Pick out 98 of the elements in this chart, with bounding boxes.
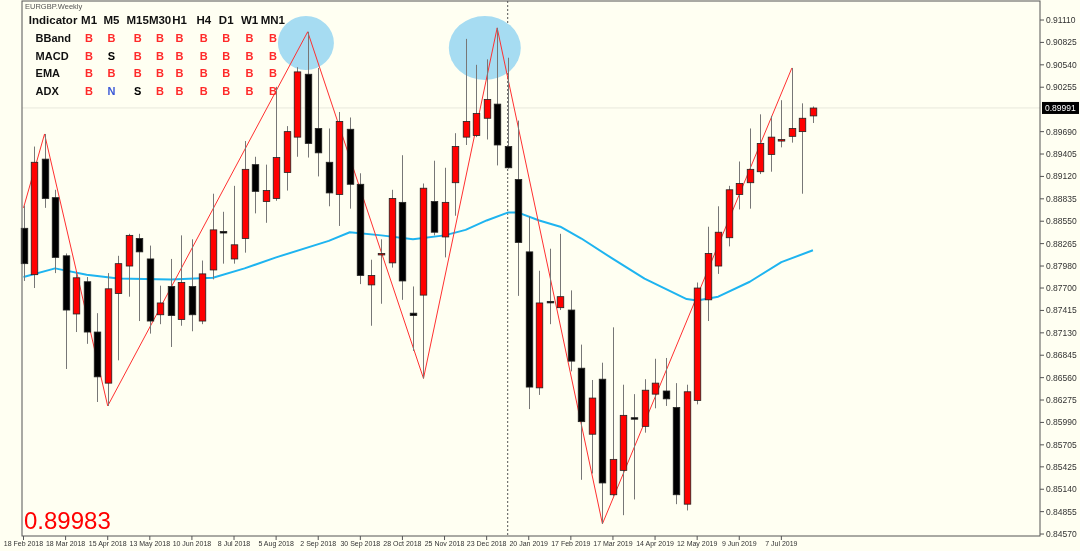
y-tick-label: 0.88550 — [1046, 216, 1077, 227]
annotation: B — [133, 49, 142, 62]
candlestick — [546, 248, 555, 325]
annotation: 0.89983 — [24, 507, 111, 534]
y-tick-label: 0.87130 — [1046, 327, 1077, 338]
annotation: M30 — [148, 14, 172, 27]
y-tick-label: 0.89690 — [1046, 126, 1077, 137]
annotation: H1 — [172, 14, 188, 27]
y-tick-label: 0.84855 — [1046, 506, 1077, 517]
y-tick-label: 0.88265 — [1046, 238, 1077, 249]
candlestick — [777, 99, 786, 148]
candlestick — [746, 127, 755, 210]
y-tick-label: 0.90540 — [1046, 59, 1077, 70]
candlestick — [156, 285, 165, 325]
annotation: S — [107, 49, 116, 62]
candlestick — [409, 285, 418, 352]
y-tick-label: 0.91110 — [1046, 15, 1076, 25]
line-series — [22, 211, 814, 302]
y-tick-label: 0.85705 — [1046, 439, 1077, 450]
y-tick-label: 0.86845 — [1046, 350, 1077, 361]
annotation: B — [175, 49, 184, 62]
candlestick — [462, 38, 471, 146]
annotation: B — [199, 84, 208, 97]
candlestick — [630, 393, 639, 500]
annotation: B — [199, 31, 208, 44]
annotation: ADX — [35, 84, 60, 97]
annotation: M5 — [103, 14, 121, 27]
annotation: B — [175, 66, 184, 79]
annotation: Indicator — [28, 14, 78, 27]
annotation: B — [107, 66, 116, 79]
y-tick-label: 0.90255 — [1046, 82, 1077, 93]
candlestick — [377, 238, 386, 305]
annotation: B — [156, 84, 165, 97]
annotation: B — [222, 31, 231, 44]
annotation: B — [245, 84, 254, 97]
annotation: M15 — [126, 14, 150, 27]
y-tick-label: 0.88835 — [1046, 193, 1077, 204]
y-tick-label: 0.87980 — [1046, 261, 1077, 271]
annotation: B — [222, 49, 231, 62]
candlestick — [135, 233, 144, 322]
annotation: B — [85, 84, 94, 97]
annotation: W1 — [240, 14, 259, 27]
annotation: B — [222, 84, 231, 97]
candlestick — [367, 259, 376, 327]
annotation: MACD — [35, 49, 69, 62]
annotation: B — [245, 66, 254, 79]
candlestick — [230, 185, 239, 265]
y-tick-label: 0.86560 — [1046, 372, 1077, 383]
candlestick — [483, 58, 492, 140]
annotation: B — [133, 31, 142, 44]
annotation: B — [245, 49, 254, 62]
annotation: B — [85, 31, 94, 44]
annotation: B — [222, 66, 231, 79]
annotation: B — [268, 31, 277, 44]
annotation: B — [199, 49, 208, 62]
annotation: M1 — [81, 14, 98, 27]
annotation: MN1 — [260, 14, 286, 27]
candlestick — [735, 160, 744, 210]
annotation: B — [245, 31, 254, 44]
annotation: N — [107, 84, 116, 97]
y-tick-label: 0.85425 — [1046, 461, 1077, 472]
candlestick — [219, 211, 228, 265]
ref-line-label: 0.89991 — [1045, 102, 1076, 113]
annotation: H4 — [196, 14, 212, 27]
candlestick — [556, 233, 565, 311]
candlestick — [662, 357, 671, 407]
annotation: B — [85, 66, 94, 79]
y-tick-label: 0.86275 — [1046, 395, 1077, 405]
y-tick-label: 0.90825 — [1046, 37, 1077, 48]
y-tick-label: 0.85140 — [1046, 484, 1077, 495]
annotation: B — [175, 84, 184, 97]
candlestick — [472, 64, 481, 138]
annotation: B — [199, 66, 208, 79]
annotation: B — [268, 66, 277, 79]
y-tick-label: 0.85990 — [1046, 417, 1077, 428]
annotation: BBand — [35, 31, 72, 44]
annotation: B — [156, 31, 165, 44]
annotation: EMA — [35, 66, 61, 79]
candlestick — [767, 115, 776, 173]
candlestick — [788, 67, 797, 144]
y-tick-label: 0.89405 — [1046, 149, 1077, 159]
candlestick — [798, 102, 807, 195]
candlestick — [262, 164, 271, 224]
annotation: B — [268, 49, 277, 62]
annotation: B — [107, 31, 116, 44]
y-tick-label: 0.84570 — [1046, 529, 1077, 540]
annotation: B — [156, 66, 165, 79]
y-tick-label: 0.87415 — [1046, 305, 1077, 316]
annotation: S — [134, 84, 142, 97]
annotation: B — [156, 49, 165, 62]
annotation: B — [133, 66, 142, 79]
annotation: D1 — [218, 14, 235, 27]
candlestick — [504, 57, 513, 170]
candlestick — [651, 358, 660, 409]
y-tick-label: 0.87700 — [1046, 283, 1077, 294]
y-tick-label: 0.89120 — [1046, 171, 1077, 182]
annotation: B — [175, 31, 184, 44]
annotation: B — [85, 49, 94, 62]
